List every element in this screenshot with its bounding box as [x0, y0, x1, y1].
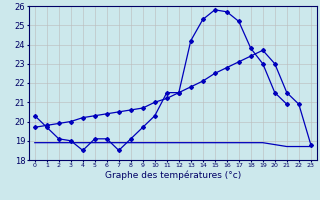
X-axis label: Graphe des températures (°c): Graphe des températures (°c) — [105, 171, 241, 180]
